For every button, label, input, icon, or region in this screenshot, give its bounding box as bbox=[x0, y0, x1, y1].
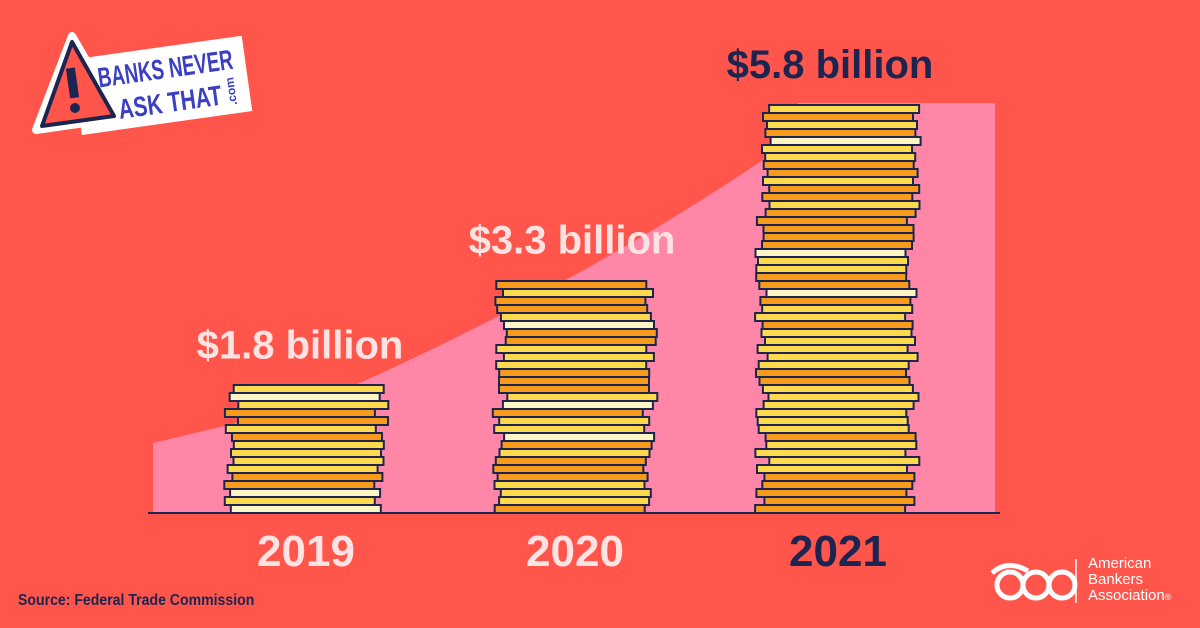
data-label-2021: $5.8 billion bbox=[727, 43, 934, 87]
bar-2021 bbox=[754, 104, 922, 514]
source-note: Source: Federal Trade Commission bbox=[18, 592, 255, 609]
bar-2020 bbox=[491, 280, 659, 514]
aba-registered-mark: ® bbox=[1164, 592, 1172, 602]
logo-suffix: .com bbox=[222, 76, 240, 106]
aba-logo bbox=[990, 559, 1078, 603]
aba-line-1: American bbox=[1088, 555, 1152, 572]
tick-label-2019: 2019 bbox=[257, 527, 355, 576]
aba-mark-icon bbox=[990, 563, 1078, 601]
data-label-2019: $1.8 billion bbox=[197, 324, 404, 368]
aba-wordmark: American Bankers Association® bbox=[1088, 556, 1171, 605]
tick-label-2021: 2021 bbox=[789, 527, 887, 576]
aba-line-2: Bankers bbox=[1088, 571, 1144, 588]
coin-stacks bbox=[223, 104, 922, 514]
chart-labels: $1.8 billion $3.3 billion $5.8 billion 2019… bbox=[197, 43, 934, 576]
aba-line-3: Association bbox=[1088, 587, 1165, 604]
data-label-2020: $3.3 billion bbox=[469, 218, 676, 262]
bar-2019 bbox=[223, 384, 390, 514]
warning-triangle-icon bbox=[32, 32, 124, 134]
banks-never-ask-that-logo: BANKS NEVER ASK THAT .com bbox=[32, 32, 253, 135]
tick-label-2020: 2020 bbox=[526, 527, 624, 576]
